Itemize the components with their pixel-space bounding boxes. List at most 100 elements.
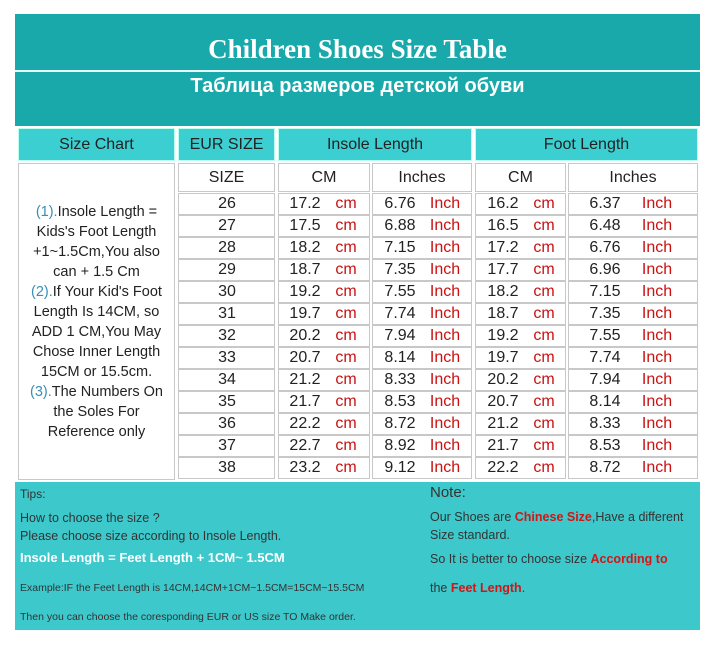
value: 23.2 xyxy=(289,459,321,476)
value: 17.2 xyxy=(289,195,321,212)
value: 20.2 xyxy=(487,371,519,388)
note-line: (1).Insole Length = xyxy=(18,202,175,222)
unit: Inch xyxy=(641,217,673,234)
value: 27 xyxy=(218,217,236,234)
unit: cm xyxy=(533,349,555,366)
value: 21.2 xyxy=(487,415,519,432)
tips-line: How to choose the size ? xyxy=(20,511,160,525)
unit: Inch xyxy=(641,393,673,410)
unit: cm xyxy=(335,437,357,454)
unit: cm xyxy=(335,393,357,410)
value: 7.55 xyxy=(384,283,416,300)
row-cell xyxy=(278,347,370,369)
unit: Inch xyxy=(641,371,673,388)
note-text: If Your Kid's Foot xyxy=(52,284,162,300)
row-cell xyxy=(475,347,566,369)
row-cell xyxy=(178,193,275,215)
note-text: ,Have a different xyxy=(591,510,684,524)
value: 8.53 xyxy=(589,437,621,454)
row-cell xyxy=(568,347,698,369)
note-line: Reference only xyxy=(18,422,175,442)
unit: Inch xyxy=(641,283,673,300)
unit: Inch xyxy=(641,327,673,344)
row-cell xyxy=(568,215,698,237)
subtitle: Таблица размеров детской обуви xyxy=(190,75,525,97)
unit: cm xyxy=(335,415,357,432)
row-cell xyxy=(278,237,370,259)
unit: Inch xyxy=(429,283,461,300)
value: 20.7 xyxy=(289,349,321,366)
value: 28 xyxy=(218,239,236,256)
row-cell xyxy=(568,435,698,457)
note-text: Reference only xyxy=(47,424,146,440)
row-cell xyxy=(178,347,275,369)
value: 6.37 xyxy=(589,195,621,212)
note-text: Size standard. xyxy=(430,528,510,542)
subheader-cell xyxy=(278,163,370,192)
unit: cm xyxy=(533,239,555,256)
row-cell xyxy=(372,215,472,237)
row-cell xyxy=(475,259,566,281)
row-cell xyxy=(372,259,472,281)
note-text: ADD 1 CM,You May xyxy=(31,324,162,340)
note-line: the Feet Length. xyxy=(430,578,525,598)
value: 18.2 xyxy=(487,283,519,300)
value: 8.72 xyxy=(384,415,416,432)
value: 18.7 xyxy=(487,305,519,322)
subheader-cell xyxy=(372,163,472,192)
value: 17.5 xyxy=(289,217,321,234)
unit: cm xyxy=(533,371,555,388)
value: 6.88 xyxy=(384,217,416,234)
unit: cm xyxy=(533,217,555,234)
row-cell xyxy=(475,457,566,479)
row-cell xyxy=(278,215,370,237)
unit: cm xyxy=(335,459,357,476)
unit: Inch xyxy=(429,371,461,388)
value: 35 xyxy=(218,393,236,410)
unit: Inch xyxy=(429,393,461,410)
row-cell xyxy=(178,435,275,457)
note-text: Insole Length = xyxy=(57,204,158,220)
value: 32 xyxy=(218,327,236,344)
unit: Inch xyxy=(429,261,461,278)
value: 22.2 xyxy=(289,415,321,432)
subheader-cell xyxy=(568,163,698,192)
note-line: can + 1.5 Cm xyxy=(18,262,175,282)
unit: cm xyxy=(335,217,357,234)
tips-line: Insole Length = Feet Length + 1CM~ 1.5CM xyxy=(20,550,285,565)
value: 19.2 xyxy=(487,327,519,344)
row-cell xyxy=(475,193,566,215)
row-cell xyxy=(372,303,472,325)
row-cell xyxy=(568,391,698,413)
note-cell xyxy=(18,163,175,480)
highlight: Feet Length xyxy=(450,581,522,595)
note-text: +1~1.5Cm,You also xyxy=(33,244,160,260)
unit: cm xyxy=(335,327,357,344)
row-cell xyxy=(372,325,472,347)
note-text: the Soles For xyxy=(53,404,140,420)
unit: cm xyxy=(335,195,357,212)
unit: cm xyxy=(335,261,357,278)
subheader: CM xyxy=(311,169,337,186)
note-line: (2).If Your Kid's Foot xyxy=(18,282,175,302)
value: 7.94 xyxy=(384,327,416,344)
unit: Inch xyxy=(641,305,673,322)
value: 8.72 xyxy=(589,459,621,476)
note-line: Size standard. xyxy=(430,525,510,545)
note-text: 15CM or 15.5cm. xyxy=(40,364,153,380)
row-cell xyxy=(568,413,698,435)
unit: Inch xyxy=(429,239,461,256)
header-cell: Size Chart xyxy=(18,128,175,161)
note-line: Chose Inner Length xyxy=(18,342,175,362)
row-cell xyxy=(278,457,370,479)
header-cell: EUR SIZE xyxy=(178,128,275,161)
header-cell: Insole Length xyxy=(278,128,472,161)
note-text: . xyxy=(521,581,526,595)
row-cell xyxy=(178,457,275,479)
row-cell xyxy=(372,435,472,457)
subheader: Inches xyxy=(398,169,446,186)
row-cell xyxy=(475,281,566,303)
row-cell xyxy=(568,369,698,391)
value: 6.96 xyxy=(589,261,621,278)
value: 34 xyxy=(218,371,236,388)
